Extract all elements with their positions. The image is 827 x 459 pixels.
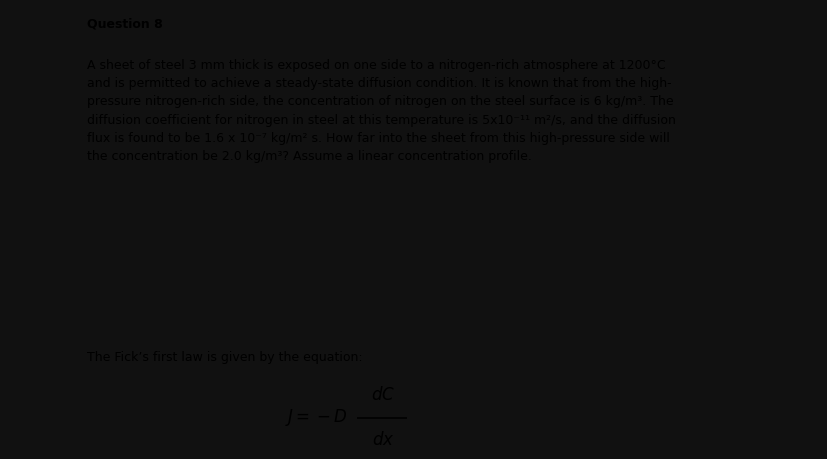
Text: $J = - D$: $J = - D$ [285,407,347,428]
Text: $dC$: $dC$ [370,386,394,403]
Text: Question 8: Question 8 [87,17,162,30]
Text: The Fick’s first law is given by the equation:: The Fick’s first law is given by the equ… [87,351,362,364]
Text: A sheet of steel 3 mm thick is exposed on one side to a nitrogen-rich atmosphere: A sheet of steel 3 mm thick is exposed o… [87,59,675,163]
Text: $dx$: $dx$ [371,431,394,449]
